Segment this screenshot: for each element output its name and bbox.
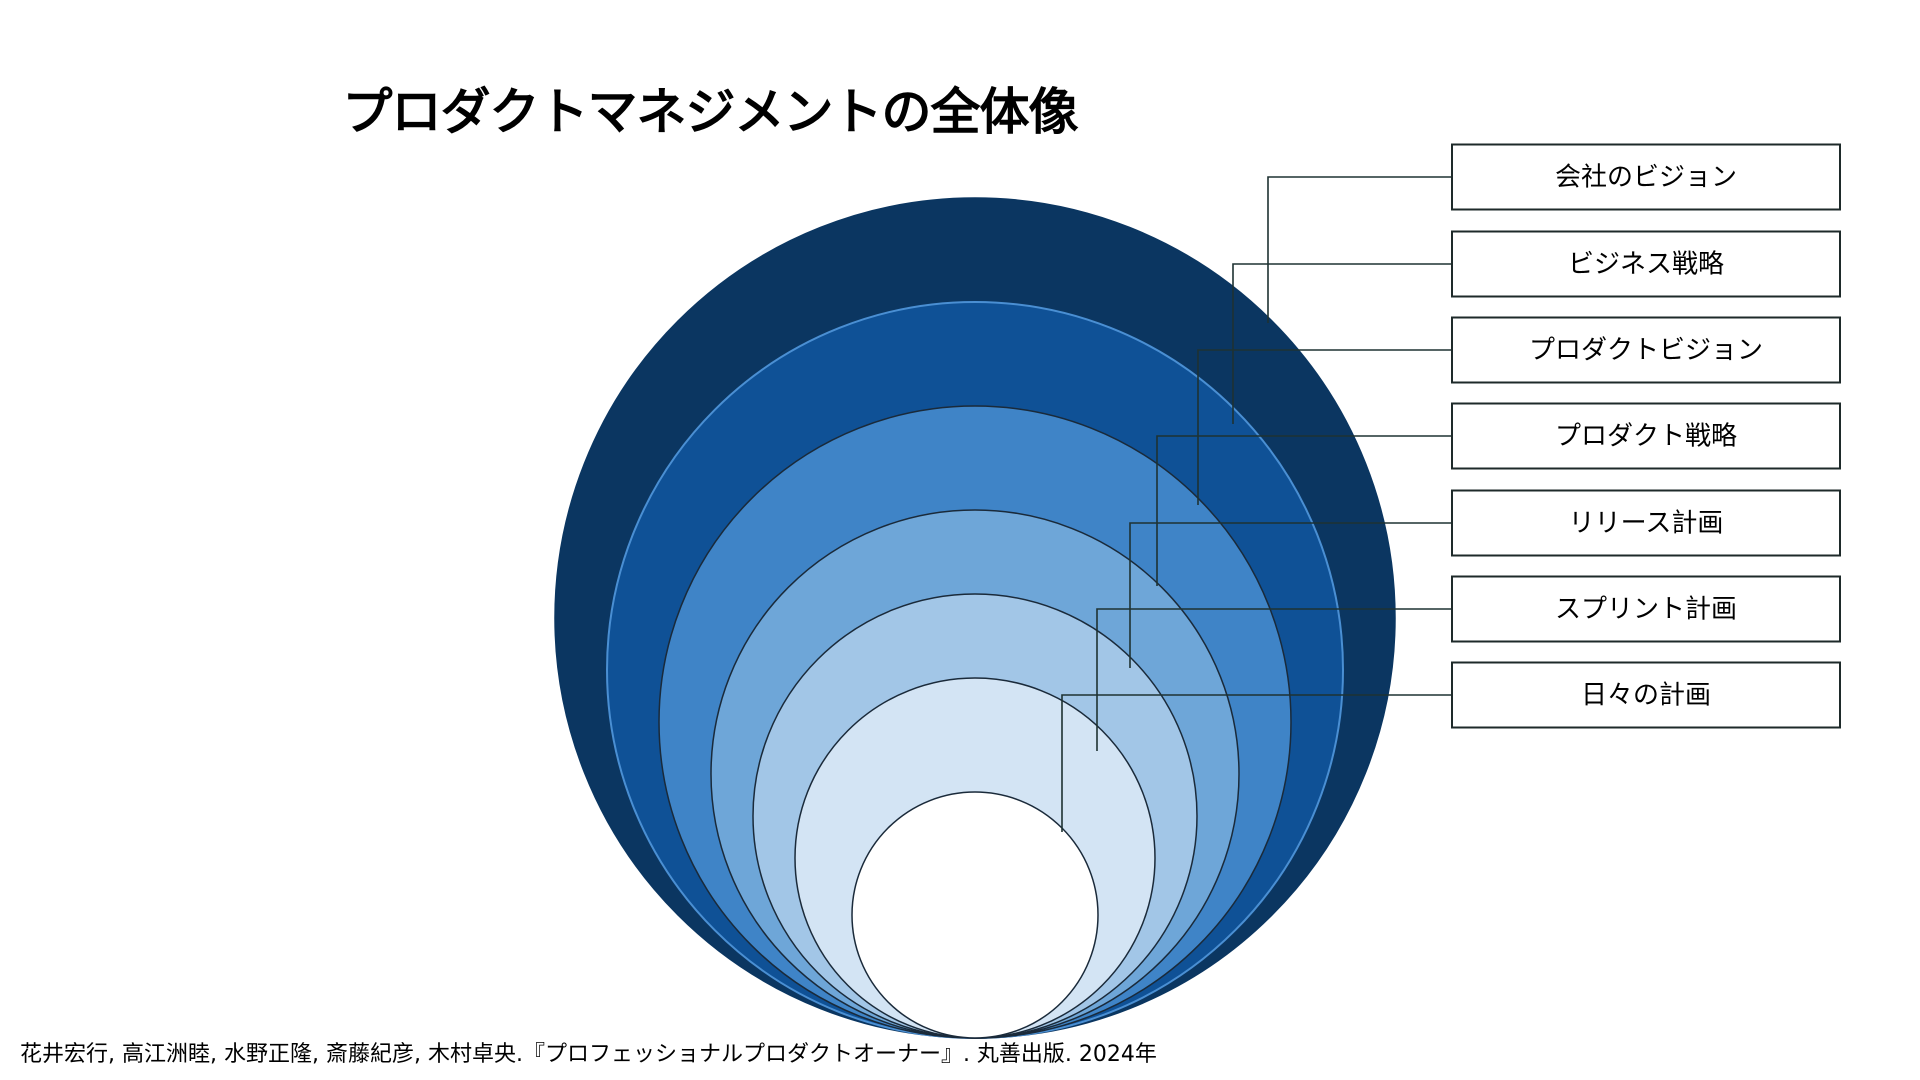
label-box-frame xyxy=(1451,661,1841,729)
layer-label-text: プロダクト戦略 xyxy=(1555,422,1737,452)
layer-label-text: ビジネス戦略 xyxy=(1568,250,1724,280)
connector-line-4 xyxy=(1156,435,1452,586)
layer-label-text: 日々の計画 xyxy=(1581,681,1711,711)
label-box-frame xyxy=(1451,143,1841,211)
layer-label-box-4: プロダクト戦略 xyxy=(1451,402,1841,470)
layer-label-text: リリース計画 xyxy=(1569,509,1724,539)
label-boxes: 会社のビジョンビジネス戦略プロダクトビジョンプロダクト戦略リリース計画スプリント… xyxy=(1451,143,1841,729)
layer-label-box-3: プロダクトビジョン xyxy=(1451,316,1841,384)
label-box-frame xyxy=(1451,230,1841,298)
label-box-frame xyxy=(1451,489,1841,557)
layer-label-box-5: リリース計画 xyxy=(1451,489,1841,557)
citation: 花井宏行, 高江洲睦, 水野正隆, 斎藤紀彦, 木村卓央.『プロフェッショナルプ… xyxy=(20,1042,1157,1067)
connector-line-7 xyxy=(1061,694,1452,832)
label-box-frame xyxy=(1451,316,1841,384)
connector-line-2 xyxy=(1232,263,1452,424)
page-title: プロダクトマネジメントの全体像 xyxy=(342,83,1079,141)
connector-line-5 xyxy=(1129,522,1452,668)
layer-label-text: 会社のビジョン xyxy=(1555,163,1737,193)
layer-label-box-6: スプリント計画 xyxy=(1451,575,1841,643)
layer-label-box-7: 日々の計画 xyxy=(1451,661,1841,729)
layer-label-text: スプリント計画 xyxy=(1555,595,1737,625)
layer-label-box-2: ビジネス戦略 xyxy=(1451,230,1841,298)
connector-line-6 xyxy=(1096,608,1452,751)
connector-line-1 xyxy=(1267,176,1452,323)
layer-label-text: プロダクトビジョン xyxy=(1529,336,1763,366)
label-box-frame xyxy=(1451,575,1841,643)
connector-line-3 xyxy=(1197,349,1452,505)
label-box-frame xyxy=(1451,402,1841,470)
nested-circles xyxy=(554,197,1396,1039)
layer-label-box-1: 会社のビジョン xyxy=(1451,143,1841,211)
layer-circle-7 xyxy=(851,791,1099,1039)
connector-lines xyxy=(1061,176,1452,832)
